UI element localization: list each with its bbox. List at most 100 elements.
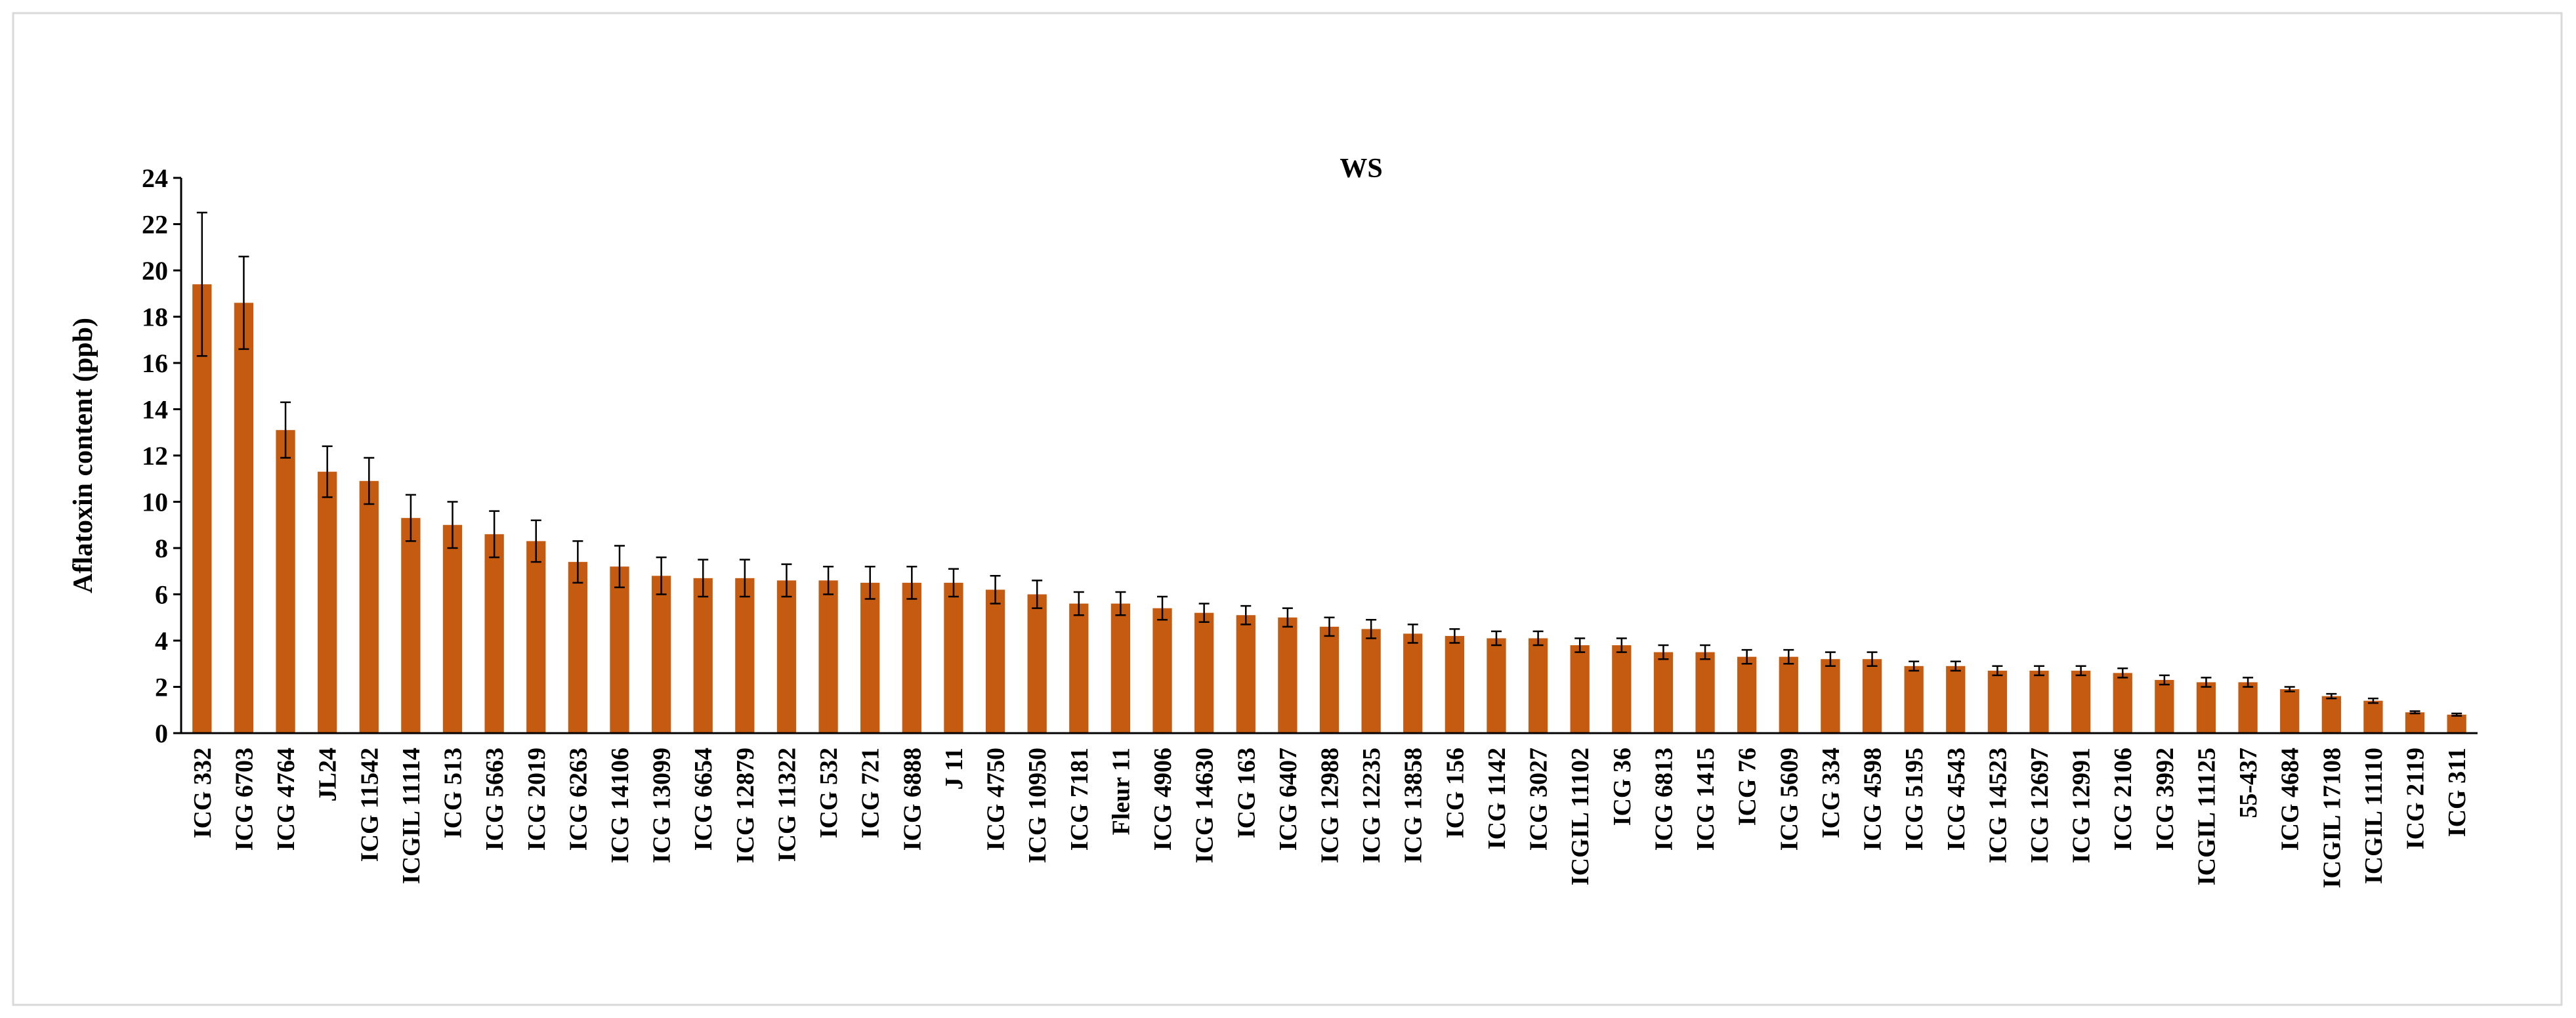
x-tick-label: ICGIL 17108 xyxy=(2318,748,2346,888)
x-tick-label: ICG 1142 xyxy=(1483,748,1511,849)
x-tick-label: ICG 6703 xyxy=(230,748,258,851)
y-tick-label: 18 xyxy=(142,303,168,332)
x-tick-label: ICG 2019 xyxy=(523,748,551,851)
error-bar xyxy=(906,565,918,600)
x-tick-label: ICG 12697 xyxy=(2026,748,2054,863)
x-tick-label: ICG 14630 xyxy=(1191,748,1219,863)
y-tick-label: 10 xyxy=(142,488,168,517)
error-bar xyxy=(990,575,1001,604)
x-tick-label: ICG 1415 xyxy=(1692,748,1720,851)
bar xyxy=(902,582,921,733)
error-bar xyxy=(2367,697,2378,704)
bar xyxy=(1862,659,1882,733)
x-tick-label: ICG 156 xyxy=(1441,748,1469,838)
x-tick-label: ICG 4906 xyxy=(1149,748,1177,851)
bar xyxy=(651,576,671,733)
error-bar xyxy=(1992,665,2003,677)
x-tick-label: ICG 4598 xyxy=(1859,748,1887,851)
x-tick-label: ICG 163 xyxy=(1233,748,1260,838)
x-tick-label: ICGIL 11102 xyxy=(1567,748,1594,885)
bar xyxy=(1695,652,1715,733)
bar xyxy=(2363,700,2383,733)
bar xyxy=(818,580,838,733)
error-bar xyxy=(1407,624,1418,644)
chart-title: WS xyxy=(1340,154,1382,184)
x-tick-label: ICGIL 11110 xyxy=(2360,748,2388,884)
bar xyxy=(1278,617,1298,733)
y-tick-label: 14 xyxy=(142,395,168,425)
x-tick-label: ICGIL 11125 xyxy=(2193,748,2220,885)
error-bar xyxy=(1532,630,1544,647)
x-tick-label: ICG 4543 xyxy=(1943,748,1970,851)
error-bar xyxy=(1616,637,1627,653)
x-tick-label: ICG 12235 xyxy=(1358,748,1385,863)
error-bar xyxy=(280,401,291,459)
y-tick-label: 4 xyxy=(155,626,168,656)
x-tick-label: ICG 13099 xyxy=(648,748,676,863)
bar xyxy=(1570,645,1590,733)
bar xyxy=(192,284,212,733)
bar xyxy=(484,534,504,733)
y-tick-label: 6 xyxy=(155,580,168,610)
bar xyxy=(2196,682,2216,733)
error-bar xyxy=(238,255,249,350)
y-tick-label: 22 xyxy=(142,210,168,240)
x-tick-label: ICG 6654 xyxy=(690,748,717,851)
bar xyxy=(1403,633,1423,733)
error-bar xyxy=(1282,607,1293,628)
error-bar xyxy=(2075,665,2086,677)
bar xyxy=(985,589,1005,733)
x-tick-label: 55-437 xyxy=(2235,748,2262,818)
error-bar xyxy=(2326,692,2337,700)
error-bar xyxy=(364,457,375,505)
bar xyxy=(1361,629,1381,733)
error-bar xyxy=(322,445,333,498)
bar xyxy=(1445,635,1464,733)
error-bar xyxy=(948,568,959,598)
x-tick-label: ICG 36 xyxy=(1609,748,1636,826)
error-bar xyxy=(656,556,667,595)
error-bar xyxy=(2117,668,2128,679)
bar xyxy=(2071,670,2091,733)
bar xyxy=(1194,612,1214,733)
x-tick-label: J 11 xyxy=(940,748,968,790)
error-bar xyxy=(530,519,541,563)
error-bar xyxy=(489,510,500,559)
error-bar xyxy=(2451,712,2462,717)
error-bar xyxy=(2243,677,2254,688)
x-tick-label: ICG 2106 xyxy=(2109,748,2137,851)
error-bar xyxy=(1449,628,1460,644)
chart-frame xyxy=(12,12,2563,1006)
error-bar xyxy=(1867,651,1878,668)
error-bar xyxy=(781,563,792,598)
x-tick-label: ICG 6407 xyxy=(1275,748,1302,851)
y-tick-label: 12 xyxy=(142,441,168,471)
error-bar xyxy=(2284,686,2295,692)
error-bar xyxy=(614,545,625,589)
bar xyxy=(2447,714,2466,733)
x-tick-label: ICG 3992 xyxy=(2151,748,2179,851)
x-tick-label: ICG 311 xyxy=(2443,748,2471,837)
x-tick-label: ICG 6813 xyxy=(1650,748,1678,851)
y-tick-label: 20 xyxy=(142,256,168,286)
x-tick-label: ICG 14106 xyxy=(606,748,634,863)
bar xyxy=(944,582,963,733)
bar xyxy=(1487,638,1506,733)
x-tick-label: ICG 532 xyxy=(815,748,843,838)
error-bar xyxy=(1950,660,1961,672)
bar xyxy=(735,578,755,733)
bar xyxy=(318,471,337,733)
x-tick-label: ICG 4750 xyxy=(982,748,1010,851)
x-tick-label: ICG 4764 xyxy=(272,748,300,851)
x-tick-label: ICG 6263 xyxy=(564,748,592,851)
bar xyxy=(1779,656,1798,733)
error-bar xyxy=(1073,591,1084,616)
x-tick-label: ICG 12879 xyxy=(732,748,759,863)
bar xyxy=(1737,656,1757,733)
bar xyxy=(568,562,588,733)
bar xyxy=(234,303,254,734)
error-bar xyxy=(1741,648,1752,665)
y-tick-label: 0 xyxy=(155,719,168,748)
error-bar xyxy=(1825,651,1836,668)
